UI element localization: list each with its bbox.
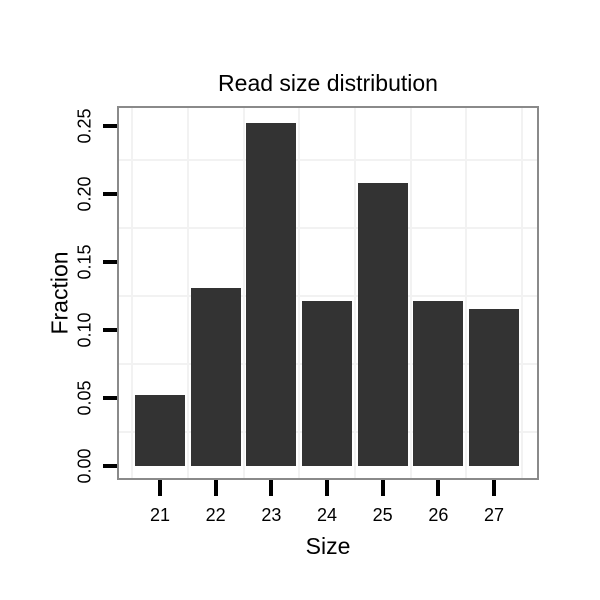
x-tick-label: 24 <box>316 505 338 525</box>
grid-line-vertical <box>520 108 523 478</box>
x-tick-label: 26 <box>428 505 449 525</box>
bar-21 <box>135 395 185 466</box>
y-axis-label: Fraction <box>46 251 73 335</box>
x-tick-label: 27 <box>484 505 505 525</box>
x-tick <box>380 480 385 496</box>
x-tick <box>269 480 274 496</box>
grid-line-vertical <box>186 108 189 478</box>
grid-line-vertical <box>298 108 301 478</box>
y-tick-label: 0.05 <box>74 380 95 416</box>
x-tick <box>325 480 329 496</box>
x-tick-label: 25 <box>372 505 393 525</box>
grid-line-vertical <box>242 108 245 478</box>
x-tick <box>492 480 497 496</box>
bar-26 <box>413 301 464 466</box>
bar-25 <box>357 182 408 466</box>
y-tick-label: 0.25 <box>74 107 95 144</box>
bar-22 <box>190 287 241 466</box>
y-tick-label: 0.10 <box>74 312 95 348</box>
y-tick <box>103 327 117 332</box>
x-tick <box>158 480 162 496</box>
grid-line-horizontal <box>119 158 537 161</box>
grid-line-horizontal <box>119 294 537 297</box>
bar-23 <box>246 122 297 466</box>
x-tick <box>213 480 218 496</box>
chart-title: Read size distribution <box>218 70 438 96</box>
y-tick-label: 0.20 <box>74 176 95 212</box>
plot-panel <box>117 106 539 480</box>
y-tick-label: 0.00 <box>74 448 95 484</box>
y-tick <box>103 464 117 468</box>
bar-24 <box>302 301 352 466</box>
grid-line-vertical <box>131 108 134 478</box>
y-tick <box>103 259 117 264</box>
y-tick <box>103 191 117 196</box>
y-tick <box>103 123 117 128</box>
x-axis-label: Size <box>305 533 351 559</box>
x-tick <box>436 480 441 496</box>
grid-line-vertical <box>465 108 468 478</box>
x-tick-label: 21 <box>149 505 171 525</box>
x-tick-label: 22 <box>205 505 226 525</box>
x-tick-label: 23 <box>261 505 282 525</box>
grid-line-vertical <box>353 108 356 478</box>
y-tick <box>103 395 117 400</box>
y-tick-label: 0.15 <box>74 244 95 280</box>
grid-line-horizontal <box>119 226 537 229</box>
grid-line-vertical <box>409 108 412 478</box>
bar-27 <box>469 309 520 466</box>
